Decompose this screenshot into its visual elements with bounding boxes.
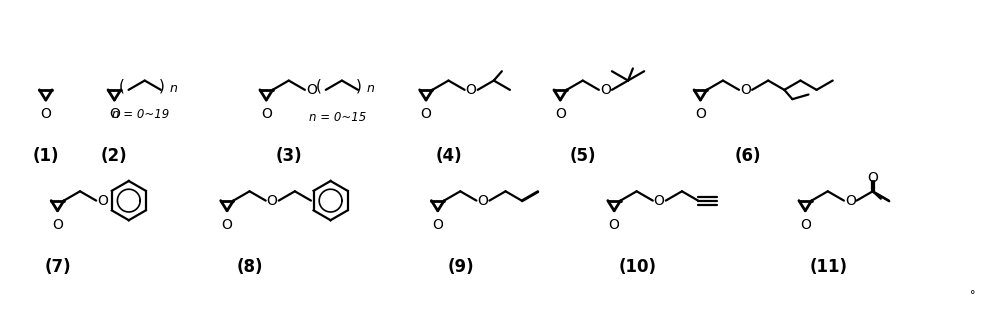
Text: O: O xyxy=(477,194,488,208)
Text: (: ( xyxy=(316,79,322,94)
Text: ): ) xyxy=(356,79,362,94)
Text: O: O xyxy=(306,83,317,97)
Text: O: O xyxy=(109,107,120,121)
Text: O: O xyxy=(867,171,878,185)
Text: O: O xyxy=(261,107,272,121)
Text: n = 0~15: n = 0~15 xyxy=(309,111,366,125)
Text: (3): (3) xyxy=(276,147,303,165)
Text: O: O xyxy=(466,83,476,97)
Text: (10): (10) xyxy=(618,258,656,276)
Text: °: ° xyxy=(970,290,975,300)
Text: (11): (11) xyxy=(809,258,847,276)
Text: O: O xyxy=(609,218,620,232)
Text: O: O xyxy=(654,194,665,208)
Text: O: O xyxy=(432,218,443,232)
Text: n: n xyxy=(170,82,178,95)
Text: (7): (7) xyxy=(44,258,71,276)
Text: O: O xyxy=(267,194,277,208)
Text: (9): (9) xyxy=(447,258,474,276)
Text: O: O xyxy=(555,107,566,121)
Text: (2): (2) xyxy=(101,147,128,165)
Text: O: O xyxy=(97,194,108,208)
Text: (4): (4) xyxy=(436,147,462,165)
Text: (1): (1) xyxy=(33,147,59,165)
Text: O: O xyxy=(52,218,63,232)
Text: O: O xyxy=(600,83,611,97)
Text: (8): (8) xyxy=(237,258,263,276)
Text: O: O xyxy=(695,107,706,121)
Text: (6): (6) xyxy=(735,147,761,165)
Text: O: O xyxy=(222,218,233,232)
Text: O: O xyxy=(800,218,811,232)
Text: O: O xyxy=(740,83,751,97)
Text: (: ( xyxy=(119,79,125,94)
Text: n: n xyxy=(367,82,375,95)
Text: O: O xyxy=(421,107,431,121)
Text: n = 0~19: n = 0~19 xyxy=(112,107,169,121)
Text: O: O xyxy=(845,194,856,208)
Text: ): ) xyxy=(159,79,165,94)
Text: (5): (5) xyxy=(570,147,597,165)
Text: O: O xyxy=(40,107,51,121)
